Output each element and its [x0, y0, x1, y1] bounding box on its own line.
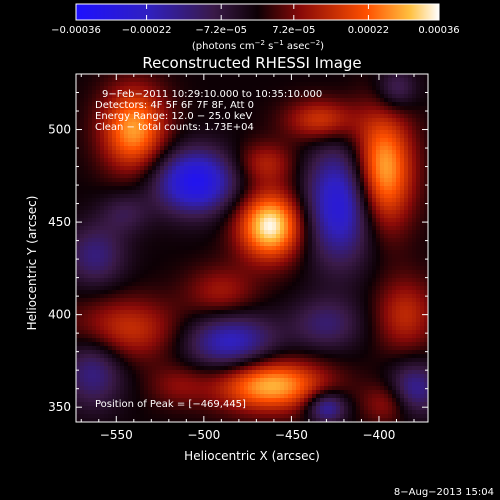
colorbar-tick-label: 0.00036 — [418, 25, 459, 36]
colorbar-unit-label: (photons cm−2 s−1 asec−2) — [192, 39, 324, 52]
annotation-clean-counts: Clean − total counts: 1.73E+04 — [95, 122, 254, 133]
annotation-time-range: 9−Feb−2011 10:29:10.000 to 10:35:10.000 — [102, 89, 322, 100]
heatmap-container — [76, 74, 428, 422]
colorbar-tick-label: −0.00022 — [122, 25, 172, 36]
colorbar-tick-label: 7.2e−05 — [272, 25, 315, 36]
y-tick-label: 450 — [48, 215, 71, 229]
annotation-energy-range: Energy Range: 12.0 − 25.0 keV — [95, 111, 252, 122]
heatmap-image — [76, 74, 428, 422]
y-tick-label: 500 — [48, 123, 71, 137]
annotation-peak-position: Position of Peak = [−469,445] — [95, 399, 246, 410]
y-axis-label: Heliocentric Y (arcsec) — [25, 196, 39, 331]
colorbar-ticks: −0.00036 −0.00022 −7.2e−05 7.2e−05 0.00022 0.… — [51, 4, 460, 36]
x-tick-label: −400 — [362, 428, 395, 442]
colorbar-tick-label: −7.2e−05 — [195, 25, 247, 36]
axes: −550 −500 −450 −400 350 400 450 500 — [48, 73, 428, 442]
x-axis-label: Heliocentric X (arcsec) — [184, 449, 320, 463]
chart-title: Reconstructed RHESSI Image — [142, 54, 361, 72]
colorbar-frame — [75, 3, 440, 21]
x-tick-label: −450 — [275, 428, 308, 442]
x-tick-label: −550 — [100, 428, 133, 442]
colorbar — [76, 4, 439, 20]
colorbar-tick-label: 0.00022 — [348, 25, 389, 36]
plot-frame — [75, 73, 429, 423]
y-tick-label: 350 — [48, 400, 71, 414]
x-tick-label: −500 — [187, 428, 220, 442]
annotation-detectors: Detectors: 4F 5F 6F 7F 8F, Att 0 — [95, 100, 254, 111]
footer-date: 8−Aug−2013 15:04 — [394, 487, 494, 498]
y-tick-label: 400 — [48, 308, 71, 322]
colorbar-tick-label: −0.00036 — [51, 25, 101, 36]
